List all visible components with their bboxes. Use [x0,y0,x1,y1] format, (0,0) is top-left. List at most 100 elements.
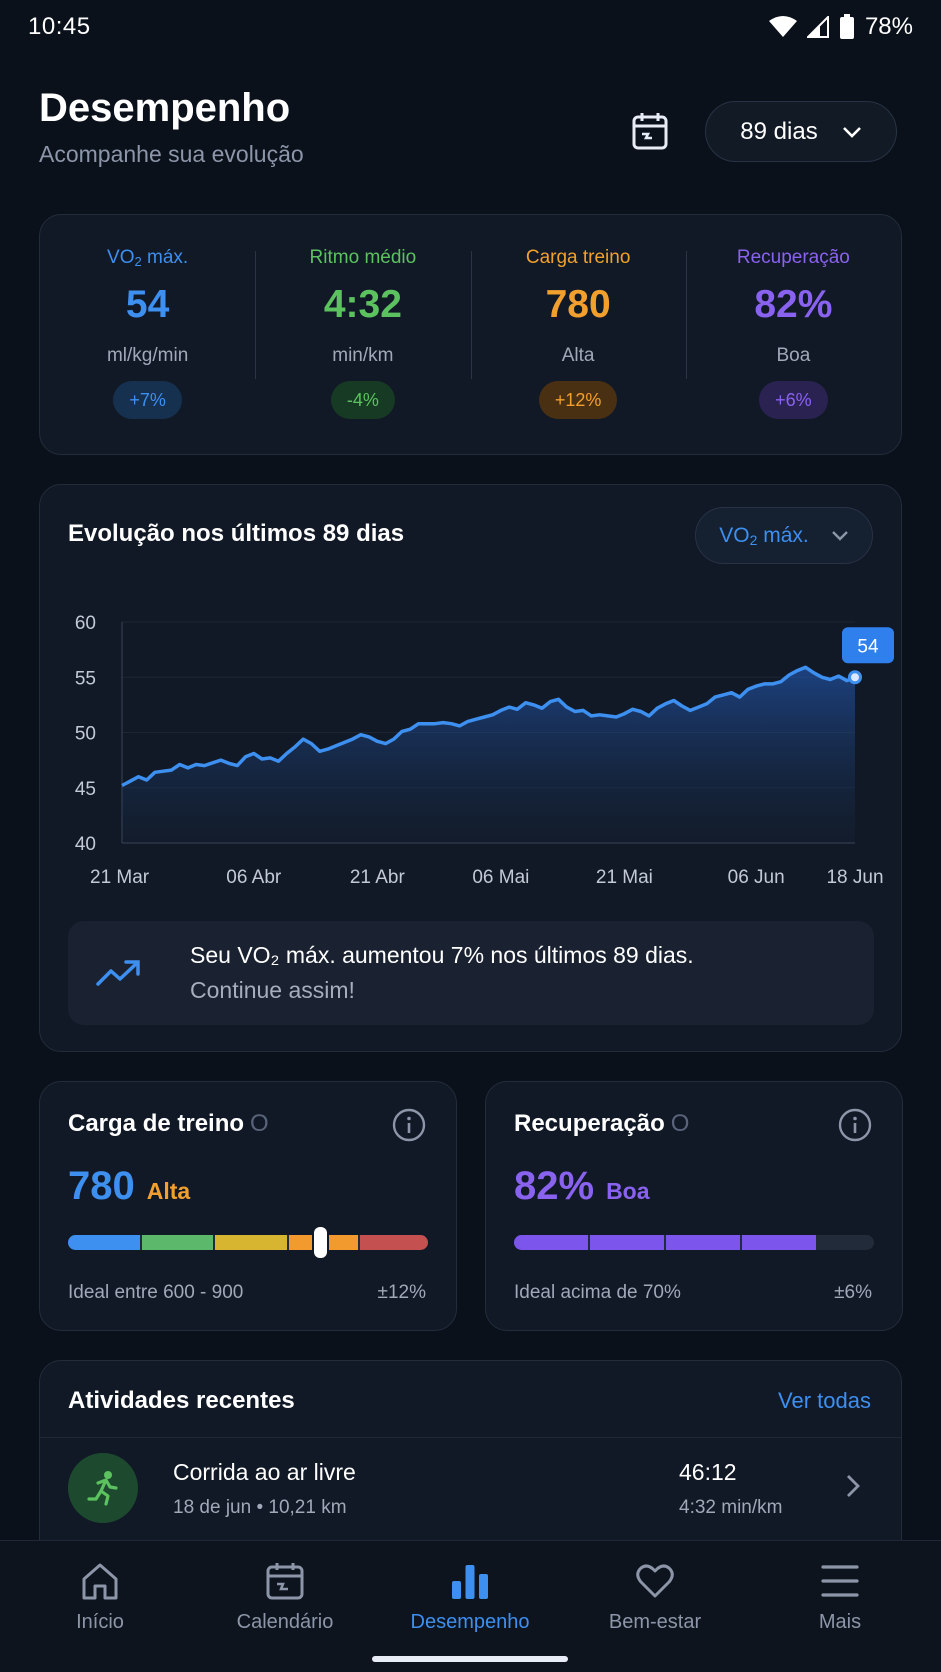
status-icons: 78% [768,13,913,41]
stat-value: 82% [754,283,833,326]
stat-value: 4:32 [323,283,402,326]
see-all-link[interactable]: Ver todas [778,1388,871,1413]
battery-percentage: 78% [864,13,913,40]
stat-label: Carga treino [525,247,631,268]
calendar-icon [266,1563,304,1600]
activity-meta: 18 de jun • 10,21 km [173,1497,347,1518]
activity-name: Corrida ao ar livre [173,1459,356,1485]
chevron-right-icon [847,1475,860,1497]
status-bar: 10:45 78% [0,0,941,54]
stat-recovery[interactable]: Recuperação 82% Boa +6% [685,215,901,454]
stat-pace[interactable]: Ritmo médio 4:32 min/km -4% [255,215,470,454]
training-load-scale [68,1235,428,1250]
date-range-select[interactable]: 89 dias [705,101,897,162]
recovery-card[interactable]: Recuperação O 82% Boa Ideal acima de 70% … [485,1081,903,1331]
page-header: Desempenho Acompanhe sua evolução [39,86,304,168]
heart-icon [636,1564,674,1598]
nav-label: Mais [818,1611,862,1633]
nav-label: Início [76,1611,124,1633]
signal-icon [806,16,829,38]
activity-duration: 46:12 [679,1459,737,1485]
recovery-scale [514,1235,874,1250]
stat-label: VO2 máx. [107,247,189,269]
nav-wellbeing[interactable]: Bem-estar [563,1541,747,1661]
calendar-icon [632,113,668,150]
x-tick-label: 06 Jun [728,867,785,888]
menu-icon [821,1565,859,1597]
x-tick-label: 18 Jun [826,867,883,888]
y-tick-label: 40 [75,834,96,855]
stat-unit: Alta [561,345,595,366]
bottom-navigation: Início Calendário Desempenho Bem-estar M… [0,1540,941,1672]
stat-unit: min/km [332,345,394,366]
vo2max-area-chart: 60 55 50 45 40 21 Mar 06 Abr 21 Abr 06 Mai 21 Ma… [75,613,894,888]
insight-banner: Seu VO₂ máx. aumentou 7% nos últimos 89 … [68,921,874,1025]
stat-unit: Boa [776,345,811,366]
stat-label: Recuperação [736,247,850,268]
running-icon [68,1453,138,1523]
training-load-value: 780 Alta [68,1164,191,1208]
x-tick-label: 21 Mar [90,867,150,888]
y-tick-label: 50 [75,724,96,745]
recovery-title: Recuperação O [514,1110,690,1137]
nav-more[interactable]: Mais [748,1541,932,1661]
nav-label: Calendário [236,1611,334,1633]
status-time: 10:45 [28,13,91,40]
training-load-title: Carga de treino O [68,1110,269,1137]
chevron-down-icon [842,126,861,138]
metric-select-value: VO2 máx. [719,523,809,548]
wifi-icon [768,16,797,37]
nav-calendar[interactable]: Calendário [193,1541,377,1661]
nav-label: Bem-estar [608,1611,702,1633]
x-tick-label: 21 Abr [350,867,406,888]
last-value-tooltip [842,627,894,664]
trending-up-icon [96,959,142,987]
insight-encouragement: Continue assim! [190,977,355,1003]
stat-vo2max[interactable]: VO2 máx. 54 ml/kg/min +7% [40,215,255,454]
y-tick-label: 45 [75,779,96,800]
bar-chart-icon [452,1565,488,1599]
nav-home[interactable]: Início [8,1541,192,1661]
recovery-footer: Ideal acima de 70% ±6% [514,1282,872,1303]
calendar-button[interactable] [625,106,675,156]
y-tick-label: 60 [75,613,96,634]
activity-row[interactable]: Corrida ao ar livre 18 de jun • 10,21 km… [40,1453,901,1541]
x-tick-label: 06 Mai [472,867,529,888]
stat-value: 54 [125,283,170,326]
metric-select[interactable]: VO2 máx. [695,507,873,564]
stat-unit: ml/kg/min [106,345,189,366]
training-load-marker [314,1227,327,1258]
insight-message: Seu VO₂ máx. aumentou 7% nos últimos 89 … [190,942,694,968]
page-subtitle: Acompanhe sua evolução [39,141,304,167]
recovery-value: 82% Boa [514,1164,650,1208]
training-load-footer: Ideal entre 600 - 900 ±12% [68,1282,426,1303]
last-value-label: 54 [857,636,879,657]
stat-value: 780 [545,283,611,326]
divider [40,1437,901,1438]
summary-stats-card: VO2 máx. 54 ml/kg/min +7% Ritmo médio 4:… [39,214,902,455]
nav-label: Desempenho [410,1611,530,1633]
evolution-chart-card: Evolução nos últimos 89 dias VO2 máx. 60… [39,484,902,1052]
stat-change-badge: +6% [759,381,828,419]
chevron-down-icon [831,531,848,541]
info-icon[interactable] [838,1108,872,1142]
stat-label: Ritmo médio [309,247,417,268]
activity-pace: 4:32 min/km [679,1497,783,1518]
home-indicator [372,1656,568,1662]
date-range-value: 89 dias [740,117,818,145]
battery-icon [839,14,854,39]
chart-area-fill [122,667,855,843]
x-tick-label: 06 Abr [226,867,282,888]
chart-series-line [121,665,856,788]
home-icon [82,1563,118,1600]
stat-training-load[interactable]: Carga treino 780 Alta +12% [470,215,686,454]
chart-title: Evolução nos últimos 89 dias [68,520,405,547]
page-title: Desempenho [39,86,291,130]
training-load-card[interactable]: Carga de treino O 780 Alta Ideal entre 60… [39,1081,457,1331]
activities-header: Atividades recentes Ver todas [68,1387,871,1415]
stat-change-badge: +12% [538,381,618,419]
insight-text: Seu VO₂ máx. aumentou 7% nos últimos 89 … [190,938,694,1008]
last-point-marker [848,670,862,685]
info-icon[interactable] [392,1108,426,1142]
nav-performance[interactable]: Desempenho [378,1541,562,1661]
